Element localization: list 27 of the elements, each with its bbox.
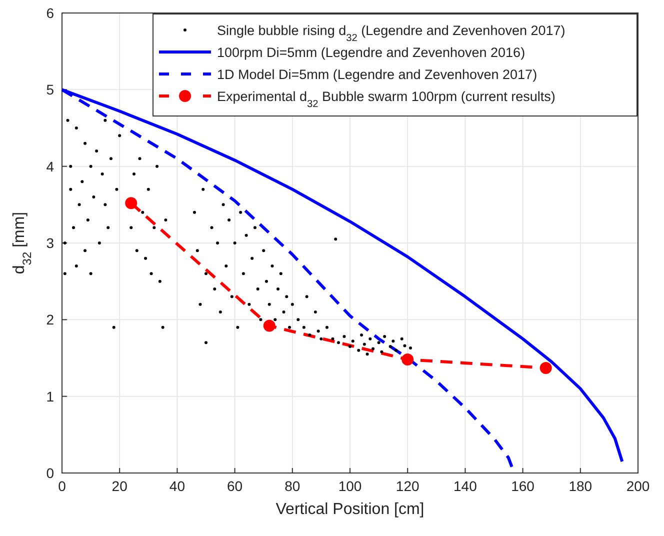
y-tick-label: 3 <box>46 235 54 251</box>
x-tick-label: 200 <box>626 478 650 494</box>
x-tick-label: 0 <box>58 478 66 494</box>
x-tick-label: 120 <box>396 478 420 494</box>
x-tick-label: 20 <box>112 478 128 494</box>
point <box>402 354 414 366</box>
point <box>540 362 552 374</box>
y-tick-label: 1 <box>46 388 54 404</box>
x-tick-label: 140 <box>454 478 478 494</box>
x-axis-title: Vertical Position [cm] <box>276 501 424 518</box>
y-tick-label: 2 <box>46 312 54 328</box>
x-tick-label: 40 <box>169 478 186 494</box>
point <box>263 320 276 332</box>
x-tick-label: 60 <box>227 478 243 494</box>
y-tick-label: 5 <box>46 82 54 98</box>
legend-label: 100rpm Di=5mm (Legendre and Zevenhoven 2016) <box>217 45 526 60</box>
legend-label: Single bubble rising d$_{32}$ (Legendre and Zevenhoven 2017) <box>217 23 566 44</box>
y-tick-label: 0 <box>46 465 54 481</box>
y-tick-label: 6 <box>46 5 54 21</box>
y-tick-label: 4 <box>46 158 54 174</box>
x-tick-label: 160 <box>511 478 535 494</box>
x-tick-label: 80 <box>284 478 300 494</box>
legend-label: 1D Model Di=5mm (Legendre and Zevenhoven 2017) <box>217 67 538 82</box>
point <box>125 197 138 210</box>
x-tick-label: 180 <box>568 478 592 494</box>
x-tick-label: 100 <box>338 478 362 494</box>
legend-label: Experimental d$_{32}$ Bubble swarm 100rpm (current results) <box>217 89 556 110</box>
